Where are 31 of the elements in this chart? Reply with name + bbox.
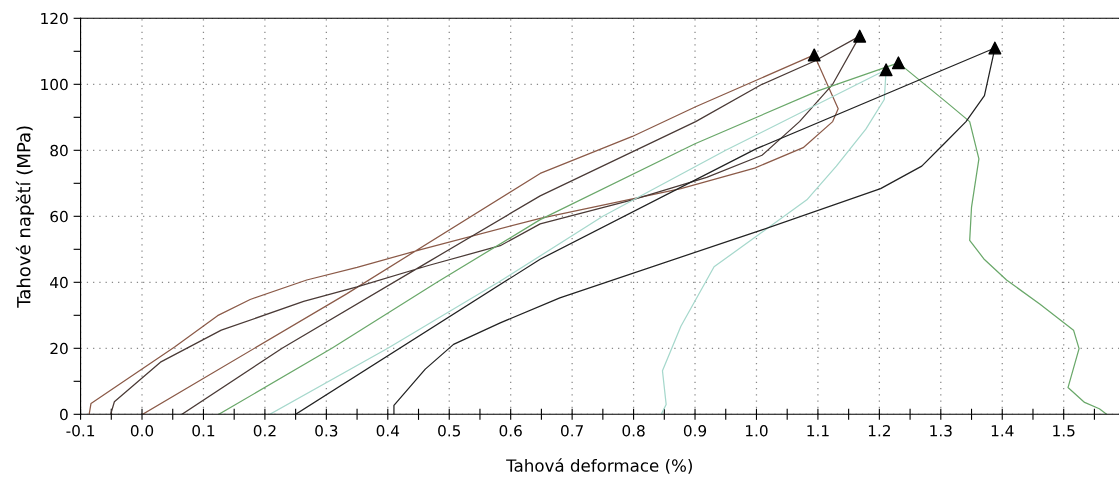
x-tick-label: 1.5 [1053,425,1075,437]
y-tick-label: 60 [50,210,68,223]
x-tick-label: 0.9 [683,425,707,437]
y-tick-label: 20 [50,342,68,355]
x-tick-label: 0.6 [499,425,522,437]
y-tick-label: 100 [41,78,68,91]
x-tick-label: 0.1 [192,425,215,437]
x-tick-label: 0.7 [560,425,583,437]
x-tick-label: 1.2 [868,425,890,437]
point [891,56,905,70]
x-tick-label: 0.3 [315,425,338,437]
x-tick-label: 1.4 [991,425,1014,437]
x-tick-label: 0.8 [622,425,645,437]
x-tick-label: 0.0 [130,425,154,437]
y-tick-label: 0 [60,408,68,421]
point [879,63,893,77]
x-tick-label: 0.5 [438,425,461,437]
point [853,29,867,43]
x-tick-label: -0.1 [66,425,95,437]
x-axis-title: Tahová deformace (%) [506,458,692,474]
x-tick-label: 1.0 [746,425,768,437]
y-axis-title: Tahové napětí (MPa) [15,126,35,308]
x-tick-label: 1.1 [807,425,829,437]
y-tick-label: 40 [50,276,68,289]
x-tick-label: 0.2 [253,425,276,437]
point [807,48,821,62]
x-tick-label: 0.4 [376,425,400,437]
point [988,41,1002,55]
y-tick-label: 80 [50,144,68,157]
y-tick-label: 120 [41,12,68,25]
x-tick-label: 1.3 [930,425,952,437]
